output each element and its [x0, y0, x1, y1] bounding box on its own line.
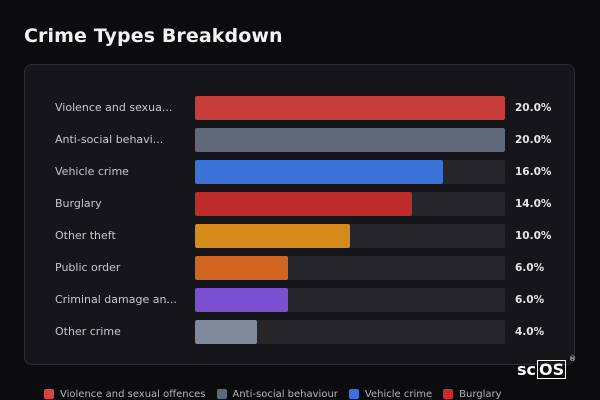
bar-track — [195, 288, 505, 312]
bar-row: Violence and sexua... 20.0% — [25, 96, 574, 120]
bar-track — [195, 96, 505, 120]
brand-logo: sc OS — [517, 358, 567, 380]
value-label: 20.0% — [515, 102, 552, 114]
value-label: 16.0% — [515, 166, 552, 178]
bar — [195, 192, 412, 216]
category-label: Criminal damage an... — [55, 293, 177, 306]
category-label: Burglary — [55, 197, 102, 210]
bar — [195, 224, 350, 248]
legend-item: Anti-social behaviour — [216, 388, 338, 400]
bar-row: Other crime 4.0% — [25, 320, 574, 344]
category-label: Public order — [55, 261, 121, 274]
value-label: 6.0% — [515, 262, 545, 274]
chart-legend: Violence and sexual offences Anti-social … — [44, 386, 513, 400]
legend-label: Burglary — [459, 388, 502, 400]
chart-panel: Violence and sexua... 20.0% Anti-social be… — [24, 64, 575, 365]
category-label: Vehicle crime — [55, 165, 129, 178]
bar-track — [195, 160, 505, 184]
bar-track — [195, 256, 505, 280]
brand-logo-prefix: sc — [517, 359, 537, 379]
legend-item: Violence and sexual offences — [44, 389, 206, 400]
category-label: Other crime — [55, 325, 121, 338]
bar-track — [195, 320, 505, 344]
value-label: 10.0% — [515, 230, 552, 242]
bar-track — [195, 192, 505, 216]
registered-mark: ® — [569, 355, 576, 363]
bar-row: Criminal damage an... 6.0% — [25, 288, 574, 312]
legend-swatch — [443, 389, 454, 399]
bar-row: Public order 6.0% — [25, 256, 574, 280]
bar — [195, 96, 505, 120]
bar-track — [195, 224, 505, 248]
value-label: 20.0% — [515, 134, 552, 146]
bar — [195, 288, 288, 312]
bar-row: Other theft 10.0% — [25, 224, 574, 248]
legend-item: Burglary — [443, 388, 502, 400]
category-label: Other theft — [55, 229, 116, 242]
legend-label: Violence and sexual offences — [60, 388, 206, 400]
legend-label: Anti-social behaviour — [232, 388, 338, 400]
legend-swatch — [216, 389, 227, 399]
brand-logo-box: OS — [537, 359, 567, 379]
bar — [195, 160, 443, 184]
bar-track — [195, 128, 505, 152]
legend-item: Vehicle crime — [348, 388, 433, 400]
legend-swatch — [348, 389, 359, 399]
legend-label: Vehicle crime — [364, 388, 433, 400]
value-label: 4.0% — [515, 326, 545, 338]
value-label: 14.0% — [515, 198, 552, 210]
bar — [195, 320, 257, 344]
category-label: Anti-social behavi... — [55, 133, 164, 146]
bar — [195, 256, 288, 280]
bar-row: Anti-social behavi... 20.0% — [25, 128, 574, 152]
category-label: Violence and sexua... — [55, 101, 173, 114]
chart-title: Crime Types Breakdown — [24, 25, 283, 47]
legend-swatch — [44, 389, 54, 399]
bar-row: Burglary 14.0% — [25, 192, 574, 216]
bar — [195, 128, 505, 152]
bar-row: Vehicle crime 16.0% — [25, 160, 574, 184]
value-label: 6.0% — [515, 294, 545, 306]
